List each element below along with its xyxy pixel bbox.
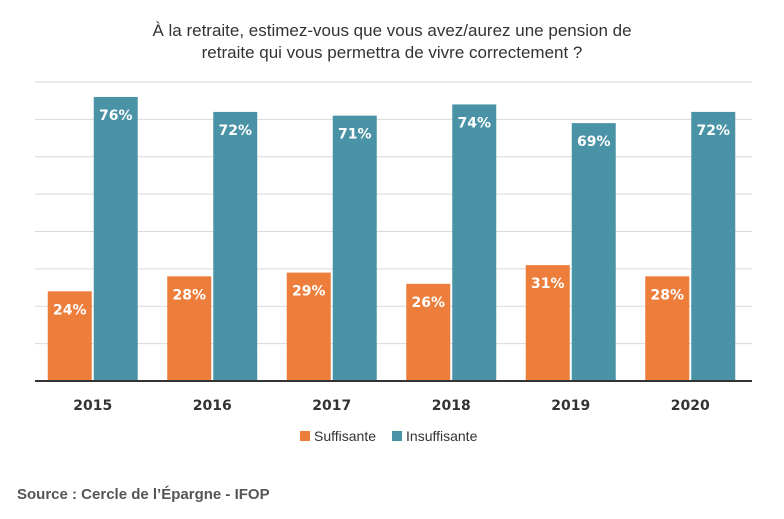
x-tick-label: 2020 <box>671 398 710 414</box>
title-line-1: À la retraite, estimez-vous que vous ave… <box>152 21 632 40</box>
bar-insuffisante-2016 <box>213 111 258 382</box>
bar-insuffisante-2015 <box>93 96 138 381</box>
bar-suffisante-2015 <box>47 291 92 381</box>
bar-insuffisante-2018 <box>452 104 497 382</box>
bar-suffisante-2016 <box>167 276 212 381</box>
data-label: 26% <box>411 295 445 311</box>
data-label: 29% <box>292 284 326 300</box>
bar-insuffisante-2019 <box>571 123 616 382</box>
x-tick-label: 2019 <box>551 398 590 414</box>
bar-suffisante-2018 <box>406 283 451 381</box>
legend-label: Insuffisante <box>406 428 478 444</box>
chart-title: À la retraite, estimez-vous que vous ave… <box>0 20 784 64</box>
legend-swatch-suffisante <box>300 431 310 441</box>
bar-chart: 24% 76% 2015 28% 72% 2016 29% 71% 2017 26% 74% 2018… <box>35 81 752 444</box>
data-label: 24% <box>53 302 87 318</box>
bar-suffisante-2019 <box>525 265 570 381</box>
data-label: 31% <box>531 276 565 292</box>
x-tick-label: 2017 <box>312 398 351 414</box>
source-note: Source : Cercle de l’Épargne - IFOP <box>17 486 270 503</box>
legend-swatch-insuffisante <box>392 431 403 441</box>
data-label: 74% <box>457 115 491 131</box>
x-tick-label: 2018 <box>432 398 471 414</box>
bar-suffisante-2020 <box>645 276 690 381</box>
data-label: 71% <box>338 127 372 143</box>
bar-insuffisante-2020 <box>691 111 736 382</box>
data-label: 28% <box>650 287 684 303</box>
legend-label: Suffisante <box>314 428 376 444</box>
x-tick-label: 2016 <box>193 398 232 414</box>
bar-insuffisante-2017 <box>332 115 377 381</box>
data-label: 72% <box>218 123 252 139</box>
data-label: 72% <box>696 123 730 139</box>
bar-suffisante-2017 <box>286 272 331 381</box>
data-label: 76% <box>99 108 133 124</box>
x-tick-label: 2015 <box>73 398 112 414</box>
title-line-2: retraite qui vous permettra de vivre cor… <box>201 43 583 62</box>
data-label: 28% <box>172 287 206 303</box>
data-label: 69% <box>577 134 611 150</box>
